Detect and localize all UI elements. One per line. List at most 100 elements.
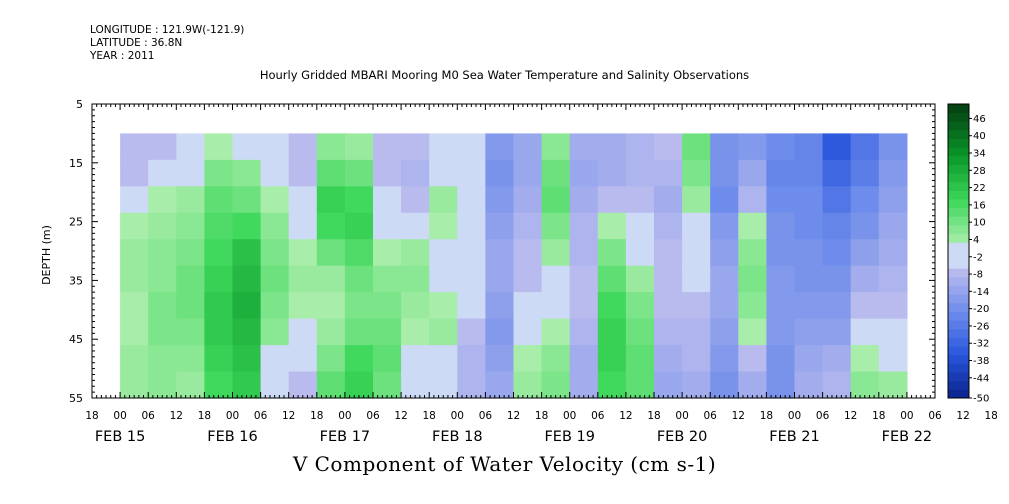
heatmap-cell: [569, 371, 599, 399]
heatmap-cell: [625, 318, 655, 346]
heatmap-cell: [204, 318, 234, 346]
heatmap-cell: [457, 159, 486, 187]
x-tick-label: 12: [282, 410, 295, 422]
colorbar-band: [948, 225, 969, 235]
heatmap-cell: [373, 133, 402, 161]
heatmap-cell: [373, 292, 402, 320]
heatmap-cell: [822, 239, 852, 267]
heatmap-cell: [232, 371, 262, 399]
heatmap-cell: [850, 159, 880, 187]
heatmap-cell: [373, 371, 402, 399]
x-tick-label: 12: [507, 410, 520, 422]
x-tick-label: 18: [423, 410, 436, 422]
x-tick-label: 12: [956, 410, 969, 422]
heatmap-cell: [401, 345, 430, 373]
heatmap-cell: [710, 239, 739, 267]
colorbar-band: [948, 354, 969, 364]
year-label: YEAR : 2011: [90, 50, 155, 62]
heatmap-cell: [822, 318, 852, 346]
heatmap-cell: [120, 265, 149, 293]
heatmap-cell: [429, 371, 458, 399]
heatmap-cell: [485, 371, 515, 399]
heatmap-cell: [344, 371, 374, 399]
x-tick-label: 12: [619, 410, 632, 422]
heatmap-cell: [148, 133, 177, 161]
heatmap-cell: [429, 265, 458, 293]
heatmap-cell: [485, 159, 515, 187]
x-tick-label: 18: [85, 410, 98, 422]
colorbar-band: [948, 181, 969, 191]
heatmap-cell: [260, 239, 290, 267]
heatmap-cell: [878, 212, 908, 240]
heatmap-cell: [878, 318, 908, 346]
x-tick-label: 06: [704, 410, 718, 422]
heatmap-cell: [569, 265, 599, 293]
x-tick-label: 18: [985, 410, 998, 422]
colorbar-band: [948, 294, 969, 304]
colorbar-label: -14: [973, 287, 989, 298]
heatmap-cell: [822, 212, 852, 240]
heatmap-cell: [260, 212, 290, 240]
heatmap-cell: [654, 239, 683, 267]
colorbar-band: [948, 251, 969, 261]
heatmap-cell: [148, 239, 177, 267]
x-tick-label: 18: [535, 410, 548, 422]
heatmap-cell: [738, 318, 767, 346]
x-tick-label: 06: [928, 410, 942, 422]
heatmap-cell: [513, 371, 543, 399]
heatmap-cell: [401, 186, 430, 214]
heatmap-cell: [878, 371, 908, 399]
heatmap-cell: [654, 159, 683, 187]
x-tick-label: 06: [142, 410, 156, 422]
heatmap-cell: [822, 345, 852, 373]
heatmap-cell: [232, 292, 262, 320]
heatmap-cell: [738, 186, 767, 214]
colorbar-label: -20: [973, 304, 989, 315]
colorbar-label: 10: [973, 218, 986, 229]
heatmap-cell: [738, 133, 767, 161]
heatmap-cell: [822, 265, 852, 293]
heatmap-cell: [597, 212, 627, 240]
heatmap-cell: [204, 186, 234, 214]
heatmap-cell: [176, 292, 205, 320]
heatmap-cell: [120, 186, 149, 214]
colorbar-band: [948, 268, 969, 278]
colorbar-band: [948, 207, 969, 217]
heatmap-cell: [232, 318, 262, 346]
heatmap-cell: [766, 371, 796, 399]
heatmap-cell: [878, 186, 908, 214]
heatmap-cell: [766, 133, 796, 161]
colorbar-band: [948, 363, 969, 373]
heatmap-cell: [316, 133, 346, 161]
heatmap-cell: [850, 186, 880, 214]
heatmap-cell: [429, 292, 458, 320]
heatmap-cell: [513, 186, 543, 214]
x-tick-label: 00: [451, 410, 464, 422]
heatmap-cell: [373, 159, 402, 187]
y-tick-label: 5: [76, 98, 83, 111]
heatmap-cell: [513, 265, 543, 293]
heatmap-cell: [316, 239, 346, 267]
x-day-label: FEB 17: [320, 429, 371, 445]
heatmap-cell: [485, 265, 515, 293]
heatmap-cell: [625, 371, 655, 399]
heatmap-cell: [373, 212, 402, 240]
colorbar-label: 34: [973, 149, 986, 160]
heatmap-cell: [625, 239, 655, 267]
x-tick-label: 12: [170, 410, 183, 422]
heatmap-cell: [373, 186, 402, 214]
colorbar-label: -2: [973, 252, 983, 263]
heatmap-cell: [766, 239, 796, 267]
heatmap-cell: [682, 345, 711, 373]
heatmap-cell: [485, 212, 515, 240]
heatmap-cell: [794, 371, 824, 399]
heatmap-cell: [288, 212, 318, 240]
heatmap-cell: [288, 159, 318, 187]
heatmap-cell: [766, 292, 796, 320]
colorbar-frame: [947, 103, 970, 399]
colorbar-band: [948, 199, 969, 209]
heatmap-cell: [316, 265, 346, 293]
heatmap-cell: [148, 371, 177, 399]
heatmap-cell: [850, 371, 880, 399]
heatmap-cell: [738, 371, 767, 399]
